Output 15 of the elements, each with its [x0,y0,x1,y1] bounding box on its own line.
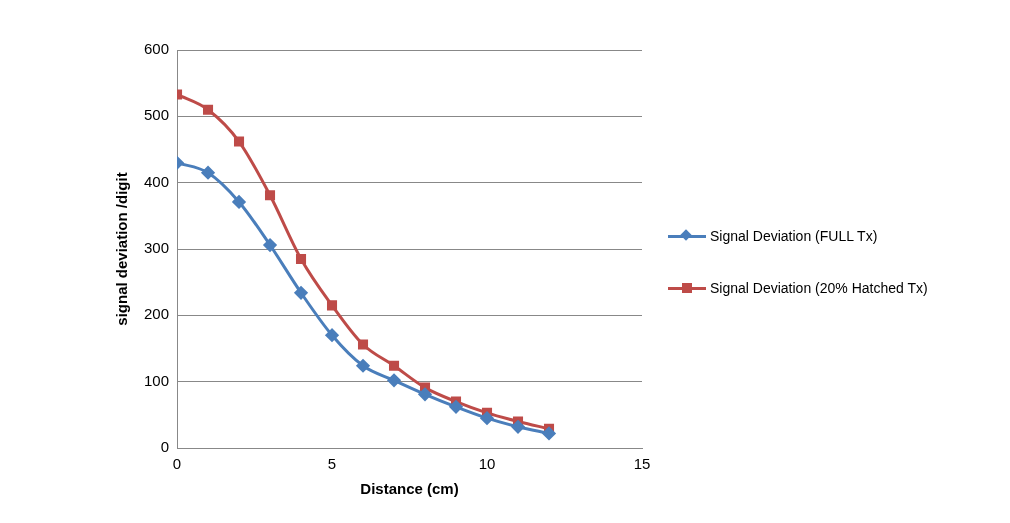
x-tick-label: 5 [327,455,337,473]
y-tick-label: 600 [144,40,170,58]
y-tick-label: 300 [144,239,170,257]
y-tick-label: 400 [144,172,170,190]
y-tick-label: 0 [160,438,170,456]
x-axis-title: Distance (cm) [360,480,459,498]
legend-label: Signal Deviation (FULL Tx) [710,227,878,244]
y-tick-label: 500 [144,106,170,124]
x-tick-label: 15 [633,455,651,473]
x-tick-label: 0 [172,455,182,473]
y-axis-title: signal deviation /digit [113,172,131,326]
y-tick-label: 100 [144,371,170,389]
y-tick-label: 200 [144,305,170,323]
legend-label: Signal Deviation (20% Hatched Tx) [710,279,928,296]
x-tick-label: 10 [478,455,496,473]
